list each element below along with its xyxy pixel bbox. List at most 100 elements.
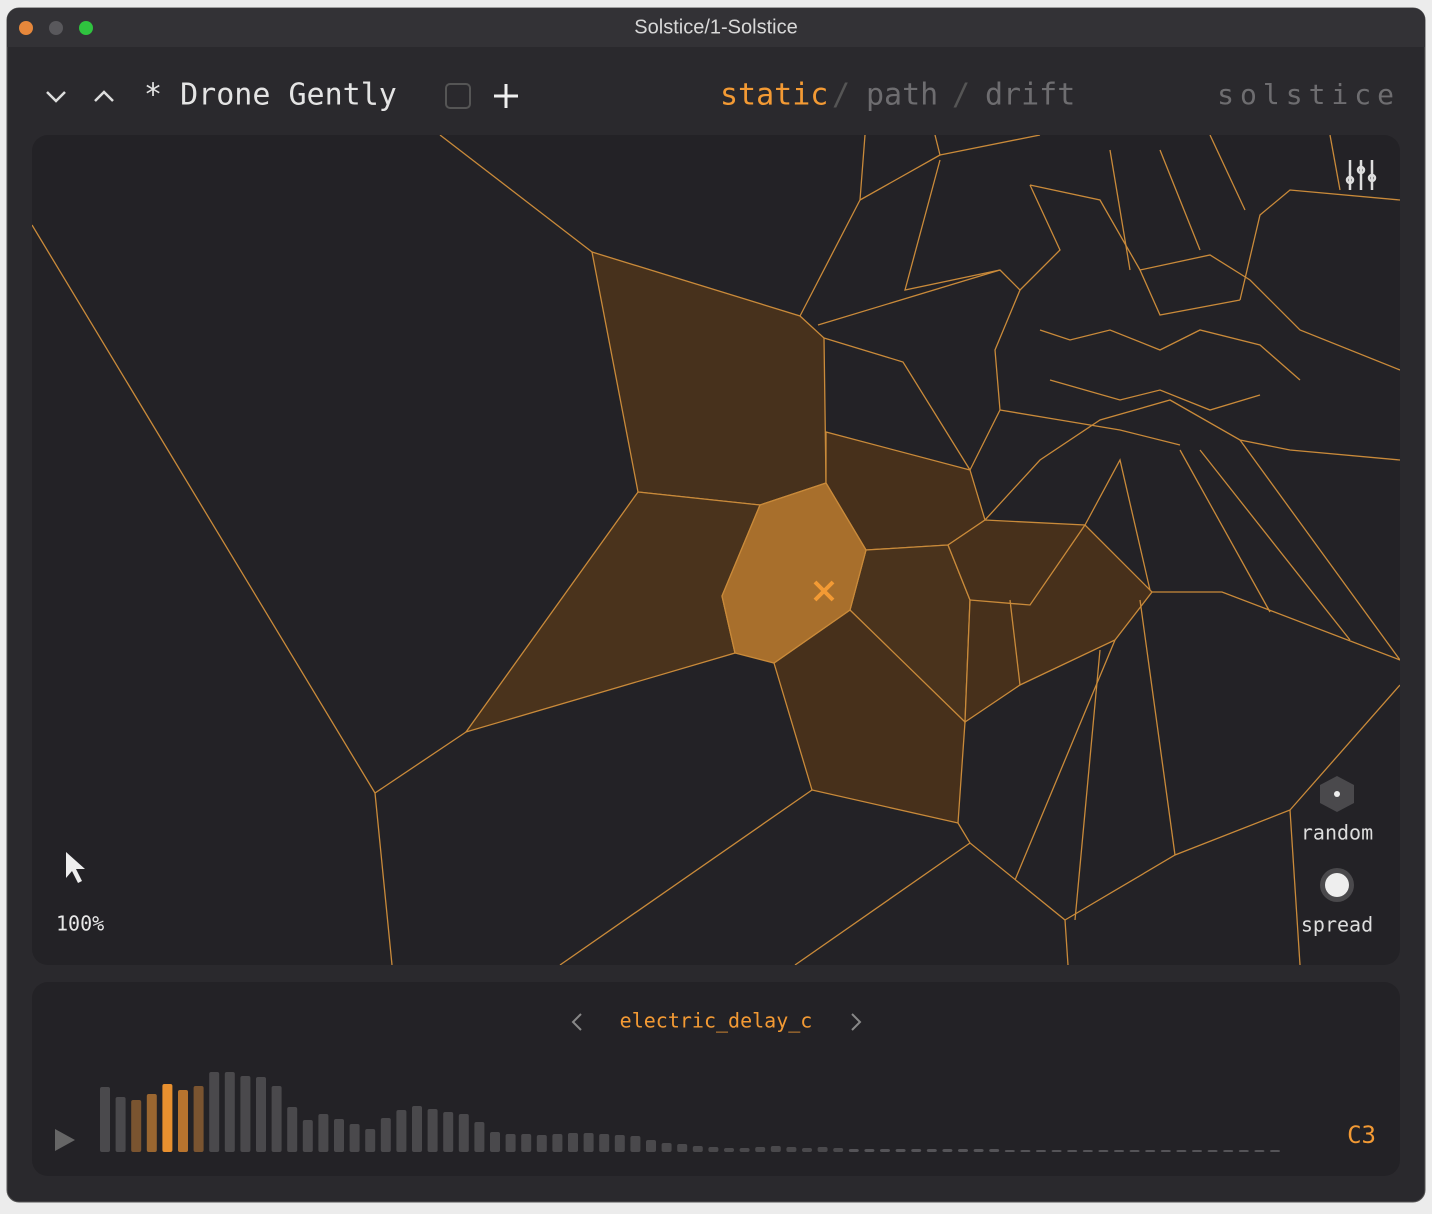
sample-panel: [32, 982, 1400, 1176]
close-button[interactable]: [19, 21, 33, 35]
waveform-bar: [552, 1134, 563, 1152]
waveform-bar: [521, 1134, 532, 1152]
waveform-bar: [443, 1112, 454, 1152]
waveform-bar: [661, 1143, 672, 1152]
waveform-bar: [1270, 1150, 1280, 1152]
prev-preset[interactable]: [94, 90, 114, 102]
mode-tab[interactable]: path: [866, 78, 938, 113]
waveform-bar: [739, 1148, 750, 1152]
waveform-bar: [412, 1106, 422, 1152]
prev-sample[interactable]: [571, 1013, 582, 1031]
cursor-icon[interactable]: [66, 852, 85, 883]
waveform-bar: [100, 1087, 110, 1152]
waveform-bar: [833, 1148, 844, 1152]
waveform-bar: [864, 1149, 875, 1152]
waveform-bar: [240, 1076, 251, 1152]
sample-name: electric_delay_c: [620, 1009, 813, 1033]
waveform-bar: [146, 1094, 157, 1152]
spread-label: spread: [1301, 913, 1373, 937]
waveform-bar: [349, 1124, 360, 1152]
save-button[interactable]: [445, 83, 471, 109]
waveform-bar: [271, 1086, 282, 1152]
waveform-bar: [131, 1100, 142, 1152]
waveform-bar: [1207, 1150, 1218, 1152]
waveform-bar: [162, 1084, 173, 1152]
random-dot: [1334, 791, 1340, 797]
waveform-bar: [427, 1109, 438, 1152]
waveform-bar: [490, 1132, 500, 1152]
waveform-bar: [724, 1148, 734, 1152]
waveform-bar: [505, 1134, 516, 1152]
waveform-bar: [1036, 1150, 1046, 1152]
waveform-bar: [365, 1129, 376, 1152]
waveform-bar: [1223, 1150, 1234, 1152]
waveform-bar: [287, 1107, 298, 1152]
waveform-bar: [614, 1135, 625, 1152]
window-title: Solstice/1-Solstice: [634, 16, 797, 38]
waveform-bar: [630, 1136, 641, 1152]
next-sample[interactable]: [851, 1013, 862, 1031]
waveform-bar: [302, 1120, 313, 1152]
settings-icon[interactable]: [1345, 160, 1377, 190]
waveform-bar: [583, 1133, 594, 1152]
waveform-bar: [1238, 1150, 1249, 1152]
waveform-bar: [599, 1134, 610, 1152]
waveform-bar: [802, 1148, 812, 1152]
waveform-bar: [1020, 1150, 1031, 1152]
waveform-bar: [911, 1149, 922, 1152]
random-label: random: [1301, 821, 1373, 845]
zoom-button[interactable]: [79, 21, 93, 35]
waveform-bar: [926, 1149, 937, 1152]
waveform-bar: [380, 1118, 391, 1152]
waveform-bar: [334, 1119, 344, 1152]
waveform-bar: [973, 1149, 984, 1152]
mode-separator: /: [832, 78, 850, 113]
waveform-bar: [770, 1146, 781, 1152]
waveform-bar: [895, 1149, 906, 1152]
waveform-bar: [178, 1090, 188, 1152]
waveform-bar: [396, 1110, 407, 1152]
waveform-bar: [989, 1149, 1000, 1152]
minimize-button[interactable]: [49, 21, 63, 35]
waveform-bar: [755, 1147, 766, 1152]
voronoi: [32, 135, 1400, 965]
logo: solstice: [1217, 78, 1400, 111]
waveform-bar: [692, 1146, 703, 1152]
waveform-bar: [1192, 1150, 1202, 1152]
waveform-bar: [880, 1149, 890, 1152]
waveform-bar: [224, 1072, 235, 1152]
title-bar: [7, 8, 1425, 47]
waveform-bar: [958, 1149, 968, 1152]
note-label: C3: [1347, 1121, 1376, 1149]
mode-separator: /: [952, 78, 970, 113]
waveform-bar: [474, 1122, 485, 1152]
waveform-bar: [1051, 1150, 1062, 1152]
waveform-bar: [942, 1149, 953, 1152]
waveform-bar: [1254, 1150, 1265, 1152]
waveform-bar: [1129, 1150, 1140, 1152]
preset-name[interactable]: * Drone Gently: [144, 78, 397, 113]
waveform-bar: [646, 1140, 656, 1152]
waveform-bar: [193, 1086, 204, 1152]
waveform-bar: [256, 1077, 266, 1152]
mode-tab[interactable]: drift: [985, 78, 1075, 113]
waveform-bar: [209, 1072, 220, 1152]
waveform-bar: [1160, 1150, 1171, 1152]
mode-tab[interactable]: static: [720, 78, 828, 113]
add-button[interactable]: [494, 84, 518, 108]
waveform-bar: [1004, 1150, 1015, 1152]
waveform-bar: [1176, 1150, 1187, 1152]
waveform-bar: [848, 1149, 859, 1152]
waveform-bar: [1098, 1150, 1109, 1152]
zoom-level: 100%: [56, 912, 104, 936]
waveform-bar: [1114, 1150, 1124, 1152]
waveform-bar: [536, 1135, 547, 1152]
waveform-bar: [677, 1144, 688, 1152]
next-preset[interactable]: [46, 91, 66, 103]
waveform-bar: [568, 1133, 578, 1152]
waveform-bar: [318, 1114, 329, 1152]
waveform-bar: [817, 1147, 828, 1152]
play-button[interactable]: [55, 1129, 75, 1151]
